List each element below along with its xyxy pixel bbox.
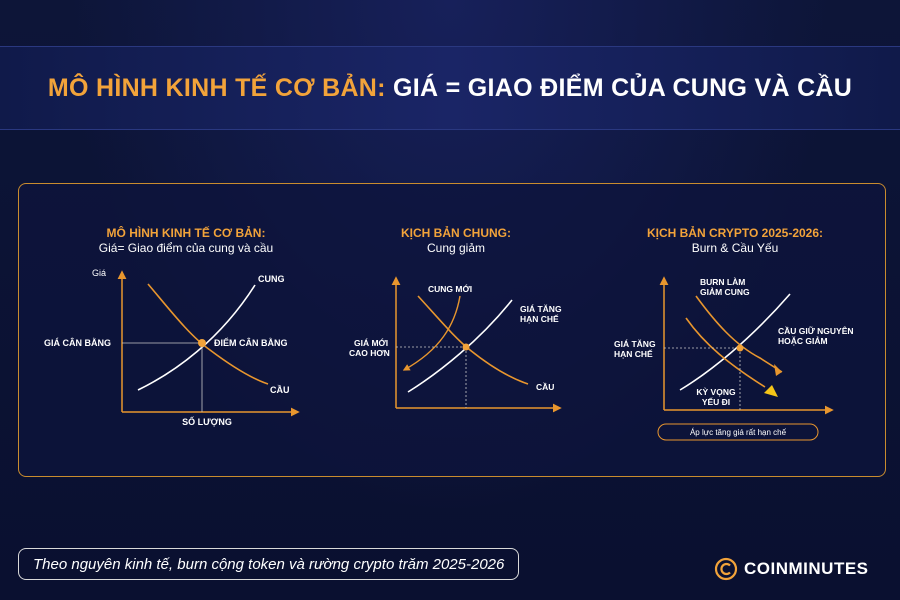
diagram2-demand-label: CẦU [536, 382, 554, 392]
diagram3-price-line2: HẠN CHẾ [614, 349, 653, 359]
diagram3-weak-demand-arrowhead [764, 385, 778, 397]
diagram2-subheading: Cung giảm [427, 241, 485, 255]
diagram1-heading: MÔ HÌNH KINH TẾ CƠ BẢN: [107, 225, 266, 240]
diagram3-heading: KỊCH BẢN CRYPTO 2025-2026: [647, 225, 823, 240]
diagram3-pressure-label: Áp lực tăng giá rất hạn chế [690, 428, 787, 437]
diagram1-equilibrium-label: ĐIỂM CÂN BẰNG [214, 337, 288, 348]
diagram1-equilibrium-point [198, 339, 206, 347]
diagram1-demand-curve [147, 283, 269, 385]
coin-logo-icon [714, 557, 738, 581]
footer-note: Theo nguyên kinh tế, burn cộng token và … [18, 548, 520, 580]
diagram1-subheading: Giá= Giao điểm của cung và cầu [99, 241, 273, 255]
diagram2-equilibrium-point [462, 343, 470, 351]
brand-logo: COINMINUTES [714, 556, 869, 582]
diagram-general-scenario: KỊCH BẢN CHUNG: Cung giảm CUNG MỚI GIÁ T… [349, 225, 562, 413]
diagram2-new-supply-arrow [402, 295, 461, 371]
diagram3-burn-line1: BURN LÀM [700, 277, 745, 287]
page-title: MÔ HÌNH KINH TẾ CƠ BẢN: GIÁ = GIAO ĐIỂM … [48, 74, 852, 103]
diagram1-x-axis-label: SỐ LƯỢNG [182, 416, 232, 427]
diagram2-new-price-line2: CAO HƠN [349, 348, 390, 358]
title-highlight: MÔ HÌNH KINH TẾ CƠ BẢN: [47, 73, 386, 102]
diagram3-burn-line2: GIẢM CUNG [700, 286, 750, 297]
diagram2-new-supply-label: CUNG MỚI [428, 283, 472, 294]
diagram2-price-up-line2: HẠN CHẾ [520, 314, 559, 324]
diagrams-panel [18, 183, 886, 477]
diagram3-demand-curve [695, 295, 783, 373]
diagram3-equilibrium-point [736, 344, 744, 352]
diagram3-pressure-pill [657, 423, 819, 441]
diagram1-supply-curve [137, 284, 256, 391]
diagram2-price-up-line1: GIÁ TĂNG [520, 304, 562, 314]
diagram1-supply-label: CUNG [258, 274, 285, 284]
logo-text: COINMINUTES [744, 559, 869, 578]
diagram2-supply-curve [407, 299, 513, 393]
diagram1-y-axis-label: Giá [92, 268, 106, 278]
diagram3-demand-arrowhead [774, 364, 782, 376]
diagram3-expect-line2: YẾU ĐI [702, 397, 730, 407]
footer-note-text: Theo nguyên kinh tế, burn cộng token và … [33, 555, 505, 573]
diagram2-new-price-line1: GIÁ MỚI [354, 337, 388, 348]
title-banner: MÔ HÌNH KINH TẾ CƠ BẢN: GIÁ = GIAO ĐIỂM … [0, 46, 900, 130]
diagram3-price-line1: GIÁ TĂNG [614, 339, 656, 349]
title-rest: GIÁ = GIAO ĐIỂM CỦA CUNG VÀ CẦU [393, 73, 853, 102]
diagram3-demand-line2: HOẶC GIẢM [778, 335, 828, 346]
diagram2-heading: KỊCH BẢN CHUNG: [401, 225, 511, 240]
diagram1-price-label: GIÁ CÂN BẰNG [44, 337, 111, 348]
diagram3-supply-curve [679, 293, 791, 391]
diagram3-weak-demand-curve [685, 317, 766, 388]
diagram-basic-model: MÔ HÌNH KINH TẾ CƠ BẢN: Giá= Giao điểm c… [44, 225, 300, 427]
diagram3-subheading: Burn & Cầu Yếu [692, 241, 779, 255]
diagram1-demand-label: CẦU [270, 385, 290, 395]
diagram3-demand-line1: CẦU GIỮ NGUYÊN [778, 325, 854, 336]
diagram2-demand-curve [417, 295, 529, 385]
diagram-crypto-scenario: KỊCH BẢN CRYPTO 2025-2026: Burn & Cầu Yế… [614, 225, 854, 441]
diagram3-expect-line1: KỲ VỌNG [696, 386, 736, 397]
